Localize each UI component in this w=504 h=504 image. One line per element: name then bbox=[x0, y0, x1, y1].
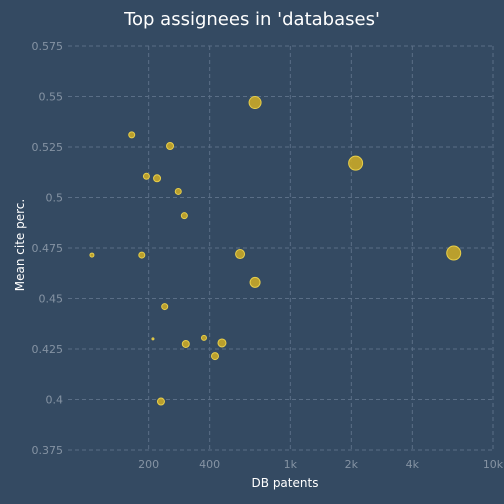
data-point bbox=[181, 213, 187, 219]
x-tick-label: 400 bbox=[199, 458, 220, 471]
data-point bbox=[218, 339, 226, 347]
data-point bbox=[447, 246, 461, 260]
y-tick-label: 0.425 bbox=[32, 343, 64, 356]
data-point bbox=[162, 304, 168, 310]
data-point bbox=[349, 156, 363, 170]
data-point bbox=[90, 253, 94, 257]
x-tick-label: 200 bbox=[138, 458, 159, 471]
data-point bbox=[129, 132, 135, 138]
data-point bbox=[236, 250, 245, 259]
data-point bbox=[157, 398, 164, 405]
x-tick-label: 10k bbox=[483, 458, 504, 471]
data-point bbox=[167, 142, 174, 149]
data-point bbox=[175, 188, 181, 194]
chart-title: Top assignees in 'databases' bbox=[123, 9, 380, 30]
grid bbox=[68, 46, 493, 450]
y-axis-label: Mean cite perc. bbox=[13, 199, 27, 291]
x-axis-label: DB patents bbox=[252, 476, 319, 490]
y-tick-label: 0.475 bbox=[32, 242, 64, 255]
x-tick-label: 1k bbox=[284, 458, 298, 471]
data-point bbox=[143, 173, 149, 179]
data-point bbox=[139, 252, 145, 258]
data-point bbox=[152, 338, 154, 340]
data-point bbox=[201, 335, 206, 340]
data-points bbox=[90, 97, 461, 405]
data-point bbox=[212, 353, 219, 360]
y-tick-label: 0.5 bbox=[46, 192, 64, 205]
y-axis-ticks: 0.375 0.4 0.425 0.45 0.475 0.5 0.525 0.55 0.575 bbox=[32, 40, 64, 457]
data-point bbox=[154, 175, 161, 182]
y-tick-label: 0.4 bbox=[46, 394, 64, 407]
y-tick-label: 0.525 bbox=[32, 141, 64, 154]
y-tick-label: 0.575 bbox=[32, 40, 64, 53]
x-tick-label: 4k bbox=[406, 458, 420, 471]
data-point bbox=[182, 340, 189, 347]
x-tick-label: 2k bbox=[345, 458, 359, 471]
x-axis-ticks: 200 400 1k 2k 4k 10k bbox=[138, 458, 504, 471]
y-tick-label: 0.45 bbox=[39, 293, 64, 306]
data-point bbox=[250, 277, 260, 287]
y-tick-label: 0.55 bbox=[39, 91, 64, 104]
data-point bbox=[249, 97, 261, 109]
y-tick-label: 0.375 bbox=[32, 444, 64, 457]
